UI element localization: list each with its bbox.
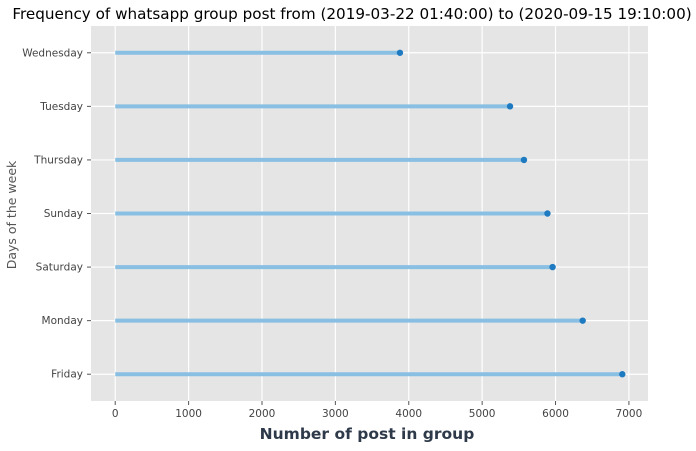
marker-monday xyxy=(579,317,586,324)
x-tick-label: 3000 xyxy=(322,408,349,420)
y-tick-label: Thursday xyxy=(33,154,83,166)
markers xyxy=(396,49,626,378)
y-tick-label: Tuesday xyxy=(39,101,83,113)
marker-tuesday xyxy=(506,103,514,110)
x-tick-label: 5000 xyxy=(469,408,496,420)
y-axis-label: Days of the week xyxy=(4,160,19,269)
x-tick-label: 4000 xyxy=(395,408,422,420)
marker-wednesday xyxy=(396,49,404,56)
y-tick-label: Friday xyxy=(51,369,83,381)
x-tick-label: 7000 xyxy=(616,408,643,420)
stems xyxy=(115,50,623,377)
x-tick-label: 2000 xyxy=(249,408,276,420)
x-axis-ticks: 0 1000 2000 3000 4000 5000 6000 7000 xyxy=(112,401,642,420)
x-tick-label: 6000 xyxy=(542,408,569,420)
marker-sunday xyxy=(544,210,551,217)
y-tick-label: Wednesday xyxy=(22,47,83,59)
marker-thursday xyxy=(520,156,528,164)
y-axis-ticks: Wednesday Tuesday Thursday Sunday Saturday Mo… xyxy=(22,47,91,381)
x-tick-label: 1000 xyxy=(175,408,202,420)
y-tick-label: Monday xyxy=(42,315,83,327)
marker-saturday xyxy=(549,263,556,271)
y-tick-label: Sunday xyxy=(44,208,83,220)
x-axis-label: Number of post in group xyxy=(260,425,475,443)
x-tick-label: 0 xyxy=(112,408,119,420)
chart-title: Frequency of whatsapp group post from (2… xyxy=(12,5,691,23)
marker-friday xyxy=(619,371,626,378)
y-tick-label: Saturday xyxy=(36,262,83,274)
